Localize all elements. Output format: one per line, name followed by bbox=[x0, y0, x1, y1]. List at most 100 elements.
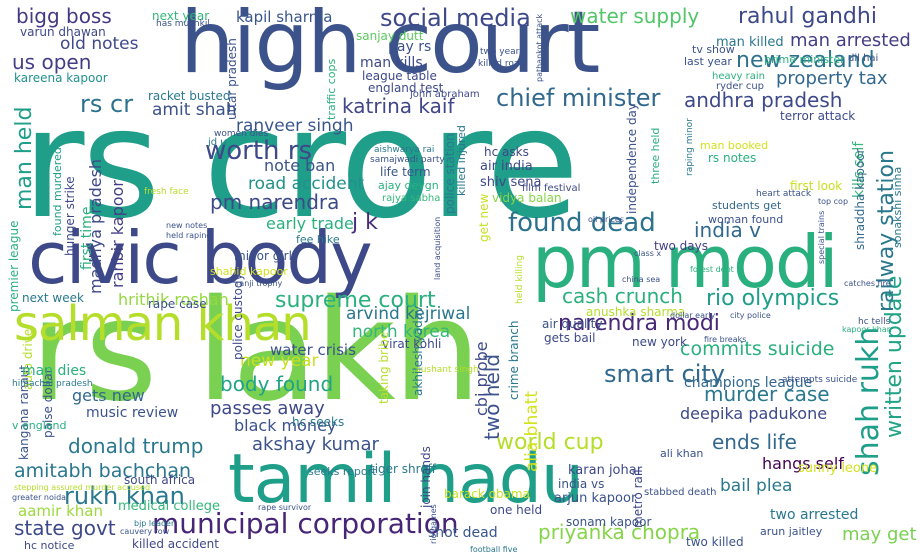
word: killed injured bbox=[455, 125, 468, 196]
word: road accident bbox=[248, 174, 365, 194]
word: man kills bbox=[360, 55, 423, 71]
word: rs notes bbox=[708, 151, 757, 165]
word: england test bbox=[368, 81, 444, 95]
word: sonakshi sinha bbox=[891, 166, 904, 248]
word: forest dept bbox=[690, 265, 734, 274]
word: water crisis bbox=[270, 341, 356, 359]
word: raping minor bbox=[685, 118, 695, 176]
word: attempts suicide bbox=[782, 375, 858, 385]
word: ranveer singh bbox=[236, 116, 354, 136]
word: sanjay dutt bbox=[356, 29, 424, 43]
word: air quality bbox=[542, 317, 603, 331]
word: andhra pradesh bbox=[684, 88, 843, 112]
word: hc seeks bbox=[292, 415, 345, 429]
word: found murdered bbox=[51, 147, 64, 236]
word: top cop bbox=[818, 197, 849, 206]
word: narendra modi bbox=[558, 311, 720, 336]
word: premier league bbox=[7, 220, 21, 313]
word: salman khan bbox=[14, 296, 312, 352]
word: has mushkil bbox=[156, 19, 210, 29]
word: medical college bbox=[118, 499, 220, 514]
word: man booked bbox=[700, 139, 769, 152]
word: black money bbox=[234, 416, 337, 435]
word: cauvery row bbox=[120, 527, 170, 536]
word: passes away bbox=[210, 398, 325, 419]
word: commits suicide bbox=[680, 338, 835, 360]
word: city police bbox=[730, 311, 771, 320]
word: seeks report bbox=[308, 465, 377, 478]
word: held raping bbox=[166, 231, 212, 240]
word: murder case bbox=[704, 382, 830, 406]
word: rio olympics bbox=[706, 286, 840, 311]
word: two arrested bbox=[770, 507, 859, 523]
word: special trains bbox=[817, 210, 826, 264]
word: new year bbox=[240, 351, 319, 371]
word: new zealand bbox=[736, 48, 875, 73]
word: racket busted bbox=[148, 89, 231, 103]
word: may get bbox=[842, 524, 917, 545]
word: last year bbox=[684, 55, 732, 68]
word: hangs self bbox=[762, 454, 844, 473]
word: kapil sharma bbox=[236, 8, 333, 26]
word: rs cr bbox=[80, 90, 134, 118]
word: metro rail bbox=[631, 469, 645, 528]
word: class x bbox=[634, 249, 662, 258]
word: terror attack bbox=[780, 109, 856, 123]
word: hc notice bbox=[24, 539, 75, 552]
word: arvind kejriwal bbox=[346, 304, 471, 324]
word: smart city bbox=[604, 360, 725, 388]
word: fresh face bbox=[144, 187, 189, 197]
word: fee hike bbox=[296, 233, 340, 246]
word: stepping assured murder accused bbox=[14, 483, 151, 492]
word: bail plea bbox=[720, 476, 793, 496]
word: world cup bbox=[496, 430, 604, 455]
word: ryder cup bbox=[716, 81, 765, 92]
word: ranbir kapoor bbox=[108, 180, 127, 288]
word: vidya balan bbox=[492, 191, 562, 205]
word: civic body bbox=[28, 216, 373, 300]
word: tv show bbox=[692, 43, 735, 56]
word: greater noida bbox=[12, 493, 67, 502]
word: deepika padukone bbox=[680, 404, 828, 423]
word: rs crore bbox=[22, 75, 579, 252]
word: kareena kapoor bbox=[14, 71, 108, 85]
word: state govt bbox=[14, 516, 116, 540]
word: property tax bbox=[776, 68, 888, 89]
word: india vs bbox=[558, 477, 605, 491]
word: traffic cops bbox=[325, 58, 338, 120]
word: anushka sharma bbox=[586, 305, 686, 319]
word: arjun kapoor bbox=[554, 491, 637, 506]
word: pay rs bbox=[388, 39, 432, 55]
word: v england bbox=[12, 419, 67, 432]
word: hrithik roshan bbox=[118, 290, 229, 309]
word: samajwadi party bbox=[370, 155, 445, 165]
word: karan johar bbox=[568, 463, 643, 478]
word: katrina kaif bbox=[342, 94, 455, 118]
word: join hands bbox=[419, 446, 433, 508]
word: killed accident bbox=[132, 537, 219, 551]
word: arun jaitley bbox=[760, 525, 823, 538]
word: early trade bbox=[266, 214, 354, 233]
word: minor girl bbox=[234, 249, 292, 263]
word: students get bbox=[712, 199, 782, 212]
word: pm narendra bbox=[210, 190, 340, 214]
word: ali khan bbox=[660, 447, 704, 460]
word: chief minister bbox=[496, 84, 661, 112]
word: sushant singh bbox=[416, 365, 479, 375]
word: amitabh bachchan bbox=[14, 460, 192, 482]
word: china sea bbox=[622, 275, 661, 284]
word: john abraham bbox=[410, 89, 480, 100]
word: uttar pradesh bbox=[225, 38, 239, 120]
word: virat kohli bbox=[382, 337, 442, 351]
word: bjp leader bbox=[134, 519, 175, 528]
word: hc asks bbox=[484, 145, 529, 159]
word: amit shah bbox=[152, 100, 237, 120]
word: man killed bbox=[716, 35, 784, 50]
word: music review bbox=[86, 405, 179, 421]
word: new york bbox=[632, 335, 687, 349]
word: priyanka chopra bbox=[538, 520, 701, 544]
word: crime branch bbox=[507, 320, 521, 400]
word: municipal corporation bbox=[152, 507, 459, 540]
word: shiv sena bbox=[480, 175, 542, 190]
